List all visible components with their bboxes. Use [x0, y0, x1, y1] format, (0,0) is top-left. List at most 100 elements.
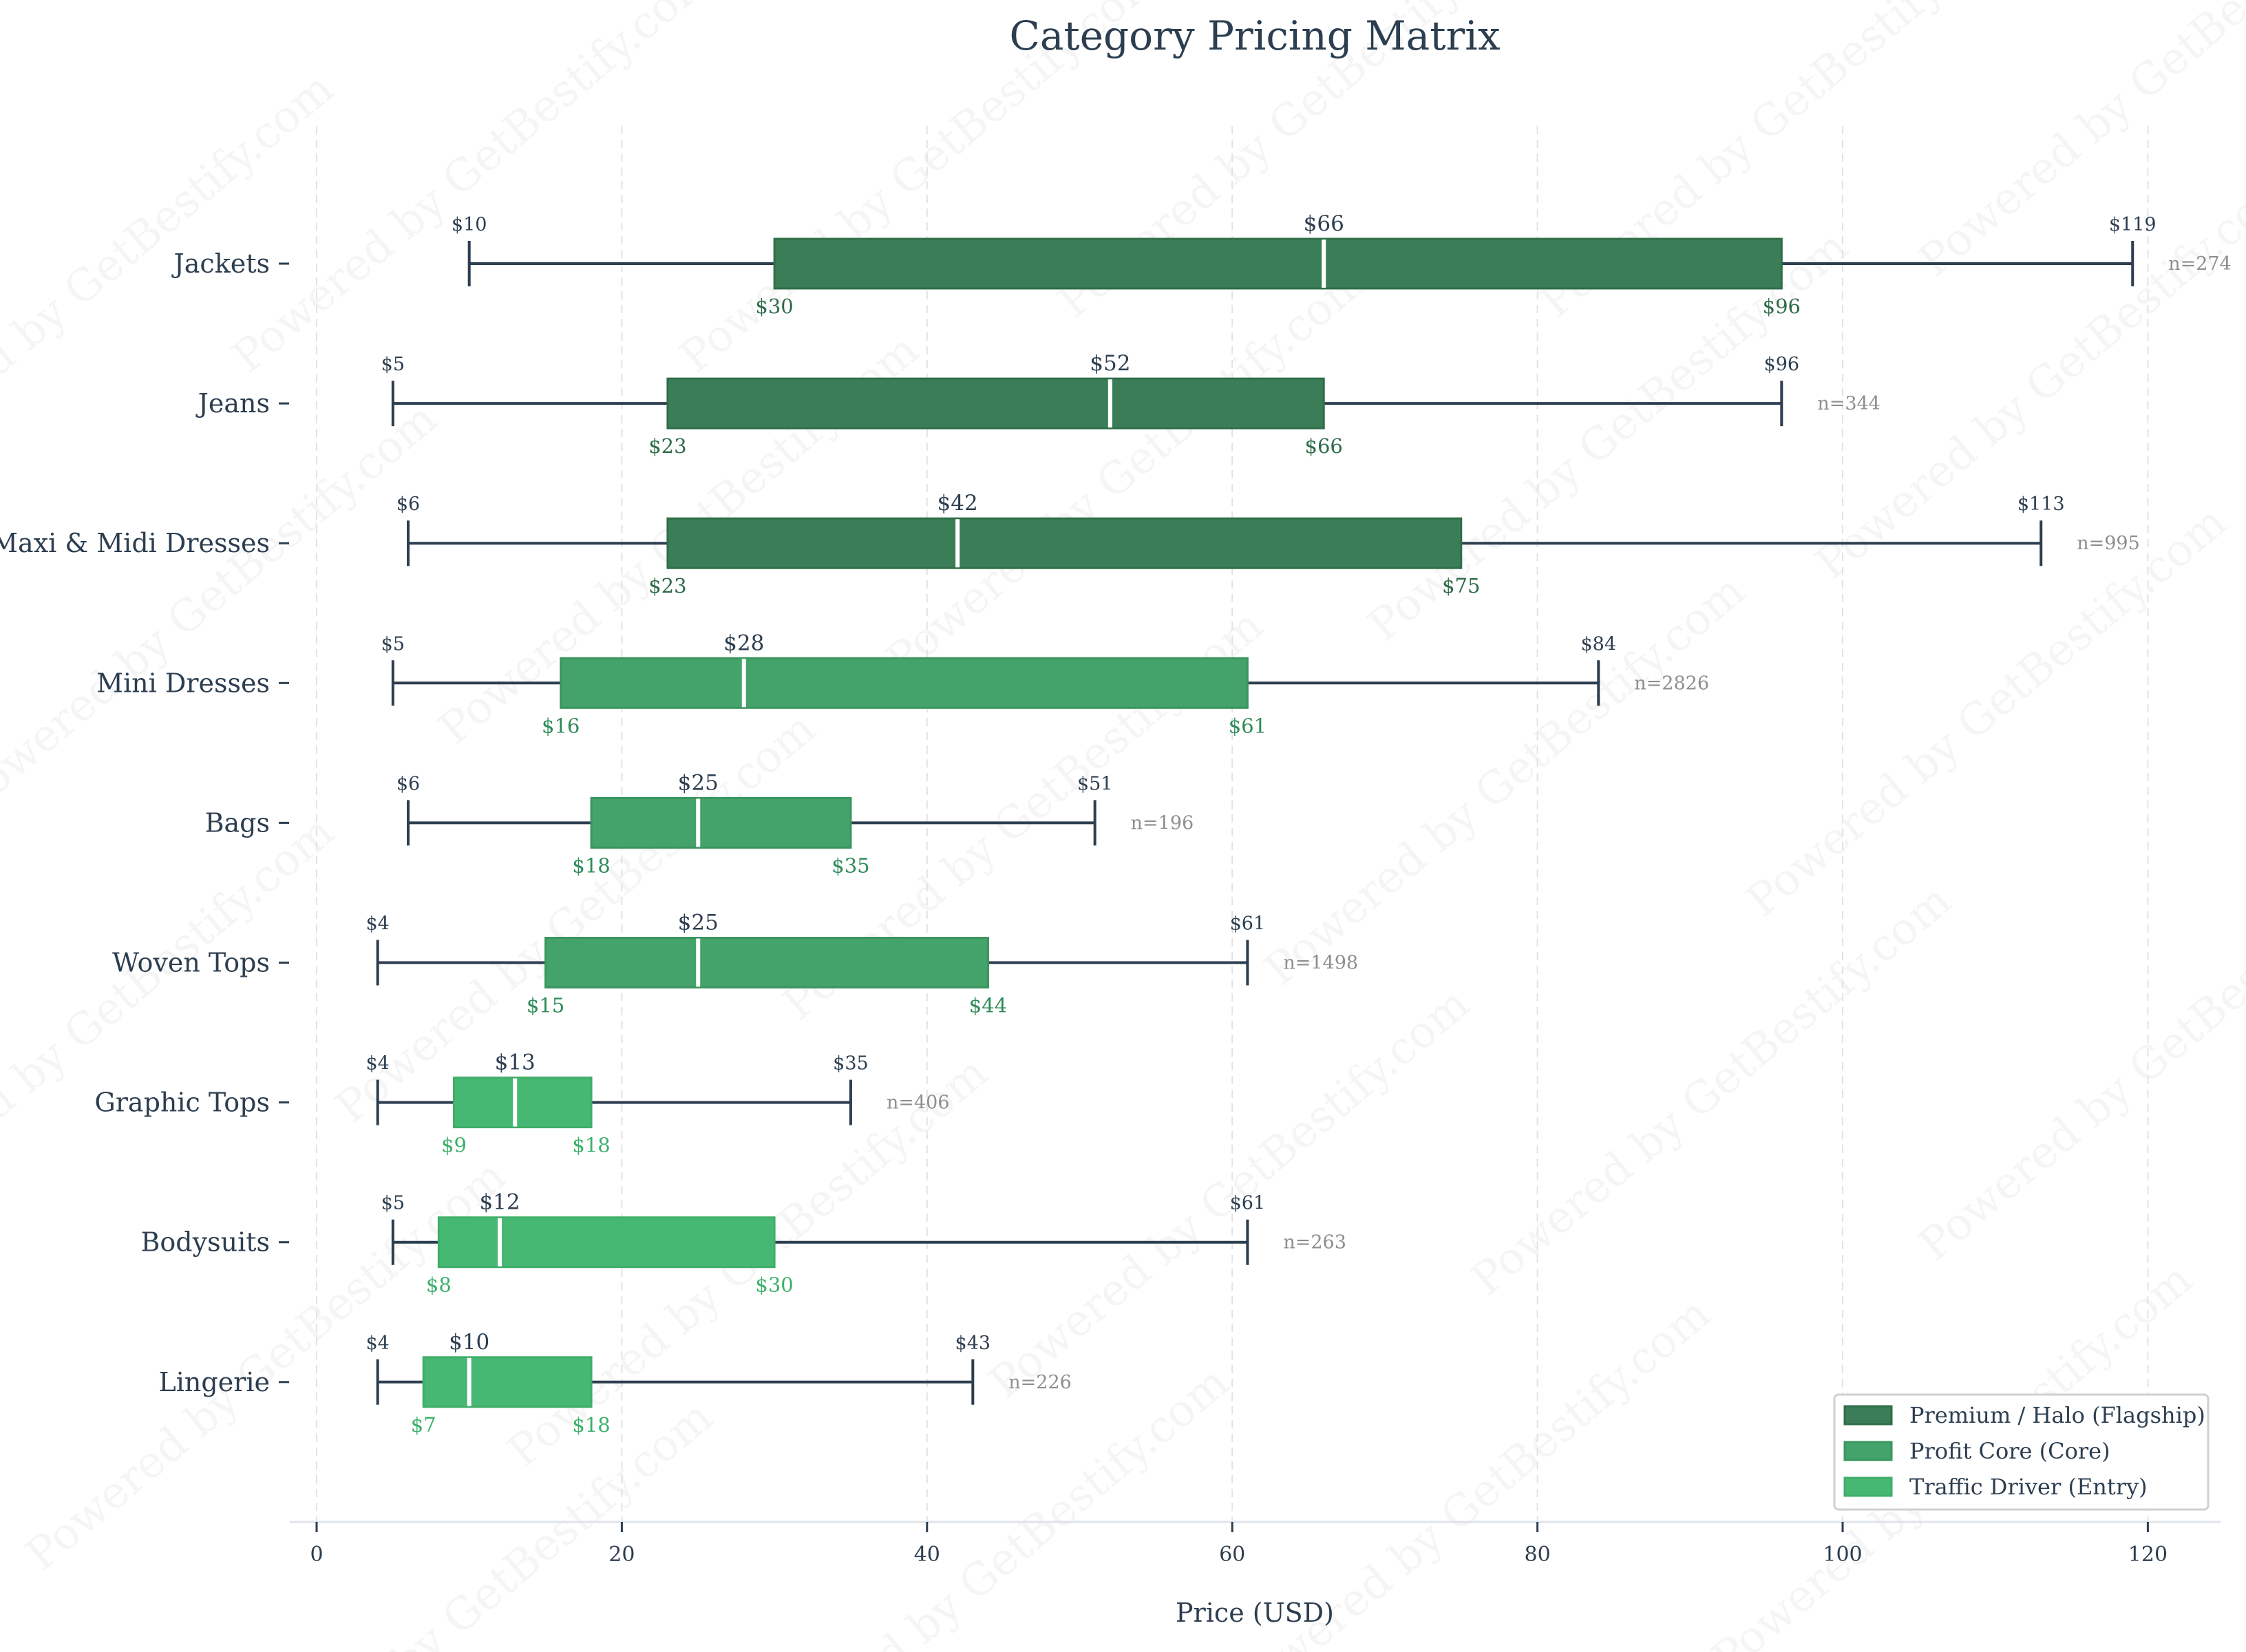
box-plot-row: $5 $84 $28 $16 $61 n=2826 [381, 631, 1709, 737]
legend-box [1833, 1393, 2210, 1511]
median-label: $25 [678, 770, 719, 795]
legend-label: Profit Core (Core) [1909, 1438, 2110, 1464]
max-label: $84 [1581, 633, 1617, 655]
x-axis-label: Price (USD) [1176, 1598, 1334, 1628]
y-tick-label: Mini Dresses [96, 668, 270, 698]
q3-label: $66 [1305, 434, 1343, 458]
y-tick-label: Bags [205, 807, 270, 838]
q1-label: $9 [441, 1134, 467, 1157]
box-plot-row: $6 $113 $42 $23 $75 n=995 [396, 491, 2140, 597]
box-plot-row: $5 $96 $52 $23 $66 n=344 [381, 351, 1881, 458]
x-gridlines [316, 126, 2149, 1522]
q3-label: $35 [831, 854, 869, 877]
max-label: $35 [833, 1053, 869, 1074]
legend-swatch [1843, 1405, 1893, 1426]
max-label: $96 [1764, 354, 1800, 375]
q1-label: $16 [542, 714, 580, 737]
q1-label: $8 [426, 1273, 452, 1297]
sample-size-label: n=274 [2168, 253, 2232, 275]
y-tick-label: Jeans [195, 388, 270, 419]
q3-label: $18 [572, 1134, 610, 1157]
sample-size-label: n=2826 [1634, 673, 1709, 694]
box-plot-row: $10 $119 $66 $30 $96 n=274 [452, 211, 2232, 318]
watermark-text: Powered by GetBestify.com [739, 1357, 1238, 1652]
x-tick-label: 80 [1525, 1543, 1551, 1567]
y-tick-label: Bodysuits [141, 1227, 271, 1258]
max-label: $61 [1230, 1193, 1266, 1214]
watermark-text: Powered by GetBestify.com [0, 393, 447, 823]
legend: Premium / Halo (Flagship) Profit Core (Co… [1833, 1393, 2210, 1511]
q3-label: $96 [1763, 295, 1801, 318]
watermark-text: Powered by GetBestify.com [326, 703, 825, 1133]
median-label: $10 [449, 1330, 489, 1355]
min-label: $4 [366, 1333, 390, 1354]
q3-label: $44 [969, 994, 1007, 1017]
max-label: $51 [1077, 773, 1113, 794]
sample-size-label: n=995 [2077, 533, 2140, 554]
y-tick-label: Lingerie [159, 1367, 270, 1397]
legend-label: Premium / Halo (Flagship) [1909, 1402, 2205, 1428]
y-tick-label: Graphic Tops [94, 1088, 270, 1118]
q1-label: $30 [755, 295, 793, 318]
q3-label: $18 [572, 1413, 610, 1437]
legend-item-core: Profit Core (Core) [1843, 1438, 2110, 1464]
watermark-text: Powered by GetBestify.com [223, 0, 722, 383]
x-tick-label: 0 [310, 1543, 323, 1567]
q1-label: $15 [527, 994, 564, 1017]
box-plot-row: $6 $51 $25 $18 $35 n=196 [396, 770, 1194, 877]
sample-size-label: n=226 [1008, 1372, 1072, 1393]
min-label: $5 [381, 1193, 405, 1214]
watermark-text: Powered by GetBestify.com [877, 255, 1376, 686]
sample-size-label: n=406 [887, 1092, 950, 1114]
median-label: $28 [723, 631, 764, 655]
iqr-box [666, 517, 1463, 569]
q1-label: $23 [648, 434, 686, 458]
x-tick-label: 20 [608, 1543, 635, 1567]
sample-size-label: n=1498 [1283, 953, 1358, 974]
max-label: $113 [2017, 494, 2065, 515]
x-tick-label: 100 [1823, 1543, 1862, 1567]
iqr-box [773, 237, 1783, 290]
legend-swatch [1843, 1441, 1893, 1461]
box-plot-row: $5 $61 $12 $8 $30 n=263 [381, 1190, 1346, 1297]
min-label: $10 [452, 214, 487, 235]
median-label: $12 [479, 1190, 520, 1215]
x-tick-label: 40 [914, 1543, 940, 1567]
legend-label: Traffic Driver (Entry) [1909, 1474, 2148, 1500]
box-plot-row: $4 $35 $13 $9 $18 n=406 [366, 1050, 950, 1157]
x-axis: 0 20 40 60 80 100 120 [290, 1521, 2221, 1567]
iqr-box [422, 1356, 593, 1408]
legend-item-entry: Traffic Driver (Entry) [1843, 1474, 2148, 1500]
iqr-box [666, 377, 1325, 430]
max-label: $43 [955, 1333, 991, 1354]
iqr-box [560, 657, 1249, 709]
watermark-text: Powered by GetBestify.com [1909, 840, 2246, 1271]
min-label: $4 [366, 913, 390, 935]
watermark-text: Powered by GetBestify.com [0, 806, 343, 1236]
q1-label: $18 [572, 854, 610, 877]
q3-label: $75 [1442, 574, 1480, 597]
iqr-box [544, 937, 989, 988]
watermark-text: Powered by GetBestify.com [0, 63, 343, 493]
sample-size-label: n=344 [1817, 393, 1881, 414]
legend-swatch [1843, 1476, 1893, 1497]
q1-label: $7 [411, 1413, 436, 1437]
iqr-box [590, 796, 852, 849]
y-axis: Jackets Jeans Maxi & Midi Dresses Mini Dres… [0, 248, 289, 1397]
legend-item-flagship: Premium / Halo (Flagship) [1843, 1402, 2205, 1428]
sample-size-label: n=263 [1283, 1232, 1346, 1253]
q3-label: $61 [1229, 714, 1267, 737]
watermark-text: Powered by GetBestify.com [1256, 565, 1755, 995]
watermark-text: Powered by GetBestify.com [1737, 496, 2236, 926]
max-label: $119 [2109, 214, 2157, 235]
min-label: $6 [396, 773, 420, 794]
chart-title: Category Pricing Matrix [1009, 12, 1500, 59]
x-tick-label: 120 [2128, 1543, 2168, 1567]
median-label: $25 [678, 911, 719, 935]
min-label: $4 [366, 1053, 390, 1074]
q1-label: $23 [648, 574, 686, 597]
median-label: $42 [937, 491, 978, 516]
iqr-box [437, 1216, 776, 1269]
x-tick-label: 60 [1219, 1543, 1245, 1567]
